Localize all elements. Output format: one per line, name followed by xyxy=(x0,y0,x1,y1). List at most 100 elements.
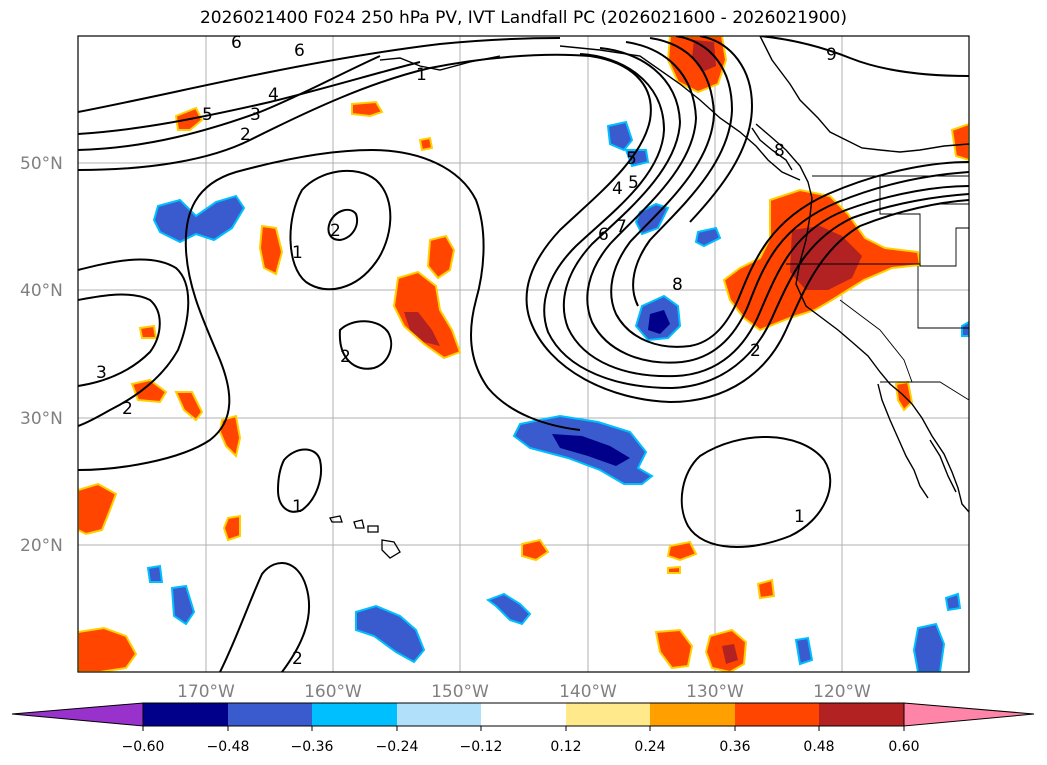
contour-ridge-1 xyxy=(78,258,190,427)
contour-label: 7 xyxy=(616,217,627,237)
border-states-1 xyxy=(879,176,969,267)
contour-label: 6 xyxy=(294,41,305,61)
patch-pos-s-mid4 xyxy=(756,578,776,600)
patch-pos-bottom-mid2-core xyxy=(722,644,738,664)
patch-pos-tiny-n xyxy=(418,136,434,152)
patch-neg-north-trough xyxy=(606,120,634,152)
patch-neg-south7 xyxy=(944,592,962,612)
contour-jet-1 xyxy=(78,37,561,113)
contour-1-loop xyxy=(289,169,392,291)
pv-contours xyxy=(78,36,969,672)
contour-label: 1 xyxy=(292,497,303,517)
lat-label-40n: 40°N xyxy=(20,281,63,301)
patch-pos-s-mid3 xyxy=(667,565,681,574)
patch-neg-east-edge xyxy=(961,320,969,337)
patch-pos-ne-edge xyxy=(950,122,969,162)
colorbar: −0.60 −0.48 −0.36 −0.24 −0.12 0.12 0.24 … xyxy=(11,702,1035,755)
contour-label: 6 xyxy=(231,33,242,53)
patch-neg-south6 xyxy=(912,622,946,672)
contour-jet-3 xyxy=(78,55,381,151)
coast-baja xyxy=(877,383,929,499)
colorbar-tick-label: 0.36 xyxy=(719,739,750,755)
colorbar-swatch xyxy=(650,703,735,726)
colorbar-tick-label: 0.24 xyxy=(634,739,665,755)
patch-pos-west-coast-core xyxy=(790,226,862,290)
patch-pos-s-mid2 xyxy=(666,540,698,562)
patch-neg-south2 xyxy=(170,584,196,626)
coast-north-america xyxy=(755,36,969,513)
contour-label: 2 xyxy=(292,649,303,669)
lat-label-30n: 30°N xyxy=(20,409,63,429)
contour-2-big xyxy=(78,148,581,471)
contour-jet-2 xyxy=(78,61,421,135)
colorbar-swatch xyxy=(566,703,650,726)
contour-label: 1 xyxy=(292,243,303,263)
contour-trough-d xyxy=(610,37,969,348)
patch-neg-south3 xyxy=(355,604,426,664)
colorbar-tick-label: −0.12 xyxy=(460,739,503,755)
colorbar-swatch xyxy=(481,703,566,726)
contour-label-group: 6 6 9 5 4 3 2 1 2 2 5 4 5 6 7 8 8 2 3 2 … xyxy=(96,33,837,669)
latitude-labels: 50°N 40°N 30°N 20°N xyxy=(20,154,63,556)
political-borders xyxy=(786,175,969,401)
contour-label: 2 xyxy=(122,399,133,419)
contour-trough-c xyxy=(586,41,969,364)
colorbar-extend-high xyxy=(903,702,1035,727)
lat-label-20n: 20°N xyxy=(20,536,63,556)
patch-neg-south4 xyxy=(485,592,532,626)
plot-border xyxy=(77,35,970,673)
colorbar-tick-label: 0.12 xyxy=(550,739,581,755)
patch-pos-north-mid xyxy=(426,234,456,280)
patch-pos-bottom-mid1 xyxy=(654,628,694,670)
contour-east-9 xyxy=(759,36,969,77)
contour-label: 4 xyxy=(612,179,623,199)
colorbar-tick-label: 0.60 xyxy=(888,739,919,755)
coast-mexico xyxy=(929,439,957,493)
hawaii-islands xyxy=(329,515,401,559)
lon-label-150w: 150°W xyxy=(431,682,489,702)
contour-2-loop xyxy=(327,208,358,242)
patch-pos-s-mid xyxy=(521,538,550,562)
contour-label: 8 xyxy=(672,275,683,295)
patch-pos-sw-edge xyxy=(78,482,118,536)
lon-label-160w: 160°W xyxy=(304,682,362,702)
contour-bottom xyxy=(219,562,311,672)
contour-label: 6 xyxy=(598,225,609,245)
patch-pos-w3 xyxy=(218,414,242,458)
contour-trough-e xyxy=(632,36,734,307)
contour-label: 2 xyxy=(750,341,761,361)
lon-label-120w: 120°W xyxy=(813,682,871,702)
colorbar-swatch xyxy=(312,703,397,726)
colorbar-tick-label: −0.24 xyxy=(376,739,419,755)
patch-neg-south5 xyxy=(794,636,814,666)
coast-vancouver xyxy=(751,127,793,171)
plot-area xyxy=(78,36,969,672)
patch-neg-south1 xyxy=(146,564,164,583)
map-title: 2026021400 F024 250 hPa PV, IVT Landfall… xyxy=(199,8,847,28)
contour-jet-4 xyxy=(78,53,969,404)
contour-label: 3 xyxy=(96,363,107,383)
colorbar-swatch xyxy=(397,703,481,726)
lon-label-170w: 170°W xyxy=(177,682,235,702)
contour-label: 1 xyxy=(794,507,805,527)
patch-pos-north-small xyxy=(351,100,384,118)
colorbar-swatch xyxy=(735,703,819,726)
contour-label: 8 xyxy=(774,141,785,161)
patch-pos-central xyxy=(392,270,462,360)
colorbar-swatch xyxy=(819,703,904,726)
colorbar-swatch xyxy=(143,703,228,726)
contour-label: 3 xyxy=(250,105,261,125)
patch-neg-subtropic-core xyxy=(552,434,630,466)
colorbar-tick-label: −0.48 xyxy=(207,739,250,755)
contour-label: 9 xyxy=(826,45,837,65)
border-states-2 xyxy=(786,263,969,329)
contour-label: 4 xyxy=(268,85,279,105)
border-states-3 xyxy=(839,299,969,401)
longitude-labels: 170°W 160°W 150°W 140°W 130°W 120°W xyxy=(177,682,871,702)
patch-pos-sw-small xyxy=(222,514,241,542)
contour-label: 5 xyxy=(202,105,213,125)
colorbar-tick-marks xyxy=(142,726,905,731)
colorbar-swatch xyxy=(228,703,312,726)
contour-label: 2 xyxy=(340,347,351,367)
